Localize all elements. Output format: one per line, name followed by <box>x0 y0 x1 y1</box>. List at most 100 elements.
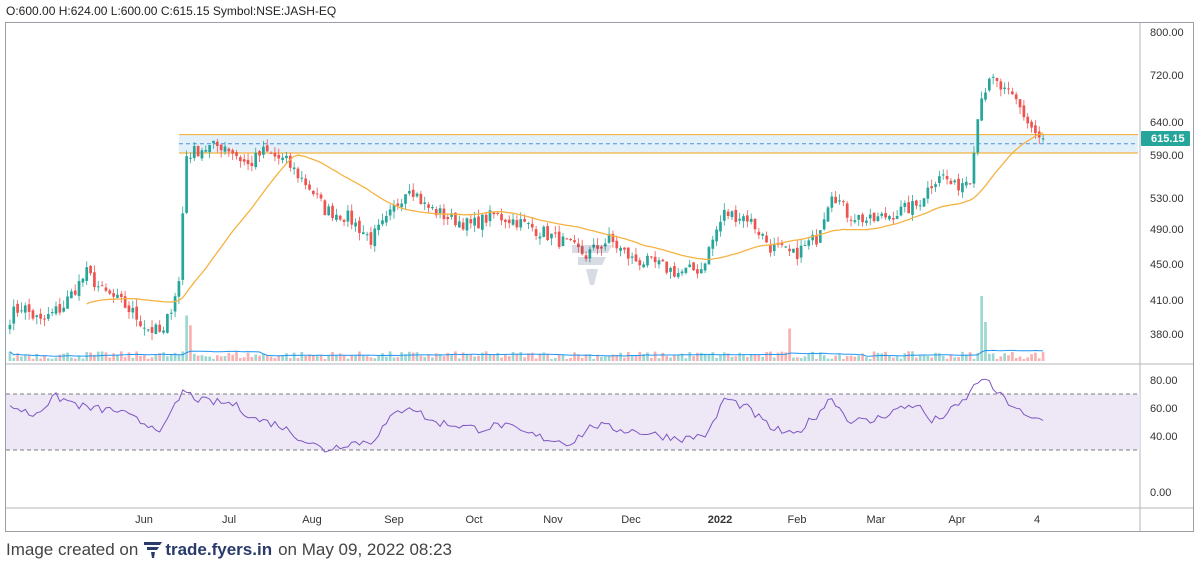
volume-bar <box>553 358 557 361</box>
candle <box>880 211 884 219</box>
volume-bar <box>542 352 546 361</box>
volume-bar <box>995 359 999 361</box>
volume-bar <box>315 355 319 361</box>
candle <box>381 213 384 227</box>
volume-bar <box>818 352 822 361</box>
candle <box>281 153 284 164</box>
candle <box>703 262 707 274</box>
volume-bar <box>258 355 261 361</box>
volume-bar <box>922 354 926 361</box>
candle <box>550 233 553 246</box>
candle <box>742 213 745 228</box>
candle <box>600 244 603 256</box>
volume-bar <box>277 355 281 361</box>
volume-bar <box>473 356 476 361</box>
volume-bar <box>991 353 995 361</box>
volume-bar <box>623 357 626 361</box>
volume-bar <box>753 354 757 361</box>
candle <box>89 265 92 276</box>
candle <box>70 288 73 299</box>
volume-bar <box>577 354 580 361</box>
candle <box>630 252 634 264</box>
volume-bar <box>722 352 726 361</box>
volume-bar <box>500 357 503 361</box>
footer-brand[interactable]: trade.fyers.in <box>144 540 272 560</box>
volume-bar <box>108 357 112 361</box>
volume-bar <box>665 356 669 361</box>
volume-bar <box>853 356 857 361</box>
candle <box>553 226 557 238</box>
volume-bar <box>596 354 599 361</box>
candle <box>262 140 265 159</box>
candle <box>242 154 246 166</box>
candle <box>999 78 1003 97</box>
rsi-tick-label: 80.00 <box>1150 375 1178 387</box>
volume-bar <box>231 354 235 361</box>
volume-bar <box>89 352 92 361</box>
candle <box>146 328 150 333</box>
candle <box>400 198 404 212</box>
volume-bar <box>431 357 434 361</box>
volume-bar <box>726 353 730 361</box>
candle <box>911 194 914 221</box>
volume-bar <box>1034 352 1037 361</box>
volume-bar <box>527 353 530 361</box>
candle <box>588 246 592 263</box>
candle <box>219 144 223 158</box>
candle <box>27 298 31 320</box>
volume-bar <box>592 358 596 361</box>
volume-bar <box>81 358 85 361</box>
volume-bar <box>638 351 642 361</box>
candle <box>530 216 534 232</box>
candle <box>354 218 357 232</box>
volume-bar <box>891 357 895 361</box>
candle <box>642 261 645 268</box>
volume-bar <box>354 355 357 361</box>
candle <box>753 218 757 234</box>
candle <box>150 320 154 341</box>
volume-bar <box>242 357 246 361</box>
candle <box>984 87 987 102</box>
time-tick-label: Jun <box>135 514 153 526</box>
candle <box>457 215 461 229</box>
candle <box>872 212 876 223</box>
volume-bar <box>1026 357 1030 361</box>
candle <box>511 213 515 226</box>
volume-bar <box>438 354 442 361</box>
time-tick-label: Aug <box>302 514 322 526</box>
candle <box>423 196 427 210</box>
volume-bar <box>404 354 407 361</box>
candle <box>246 153 250 171</box>
candle <box>384 210 388 227</box>
candle <box>930 179 934 195</box>
volume-bar <box>27 355 31 361</box>
candle <box>327 203 331 216</box>
candle <box>388 204 392 221</box>
candle <box>795 240 799 266</box>
candle <box>1003 82 1007 94</box>
volume-bar <box>262 353 265 361</box>
candle <box>177 276 181 305</box>
candle <box>358 216 361 241</box>
candle <box>208 145 211 159</box>
time-tick-label: Oct <box>465 514 482 526</box>
chart-frame[interactable] <box>5 22 1194 532</box>
candle <box>46 307 50 321</box>
symbol-label: Symbol: <box>212 4 257 18</box>
time-tick-label: Dec <box>621 514 641 526</box>
candle <box>331 202 334 222</box>
candle <box>619 245 622 257</box>
volume-bar <box>918 355 922 361</box>
time-tick-label: 2022 <box>708 514 732 526</box>
volume-bar <box>776 352 780 361</box>
volume-bar <box>573 352 576 361</box>
candle <box>1018 99 1022 115</box>
volume-bar <box>826 358 830 361</box>
price-tick-label: 450.00 <box>1150 259 1184 271</box>
candle <box>884 207 887 220</box>
volume-bar <box>861 353 864 361</box>
volume-bar <box>335 355 338 361</box>
candle <box>16 300 19 317</box>
candle <box>834 191 838 204</box>
